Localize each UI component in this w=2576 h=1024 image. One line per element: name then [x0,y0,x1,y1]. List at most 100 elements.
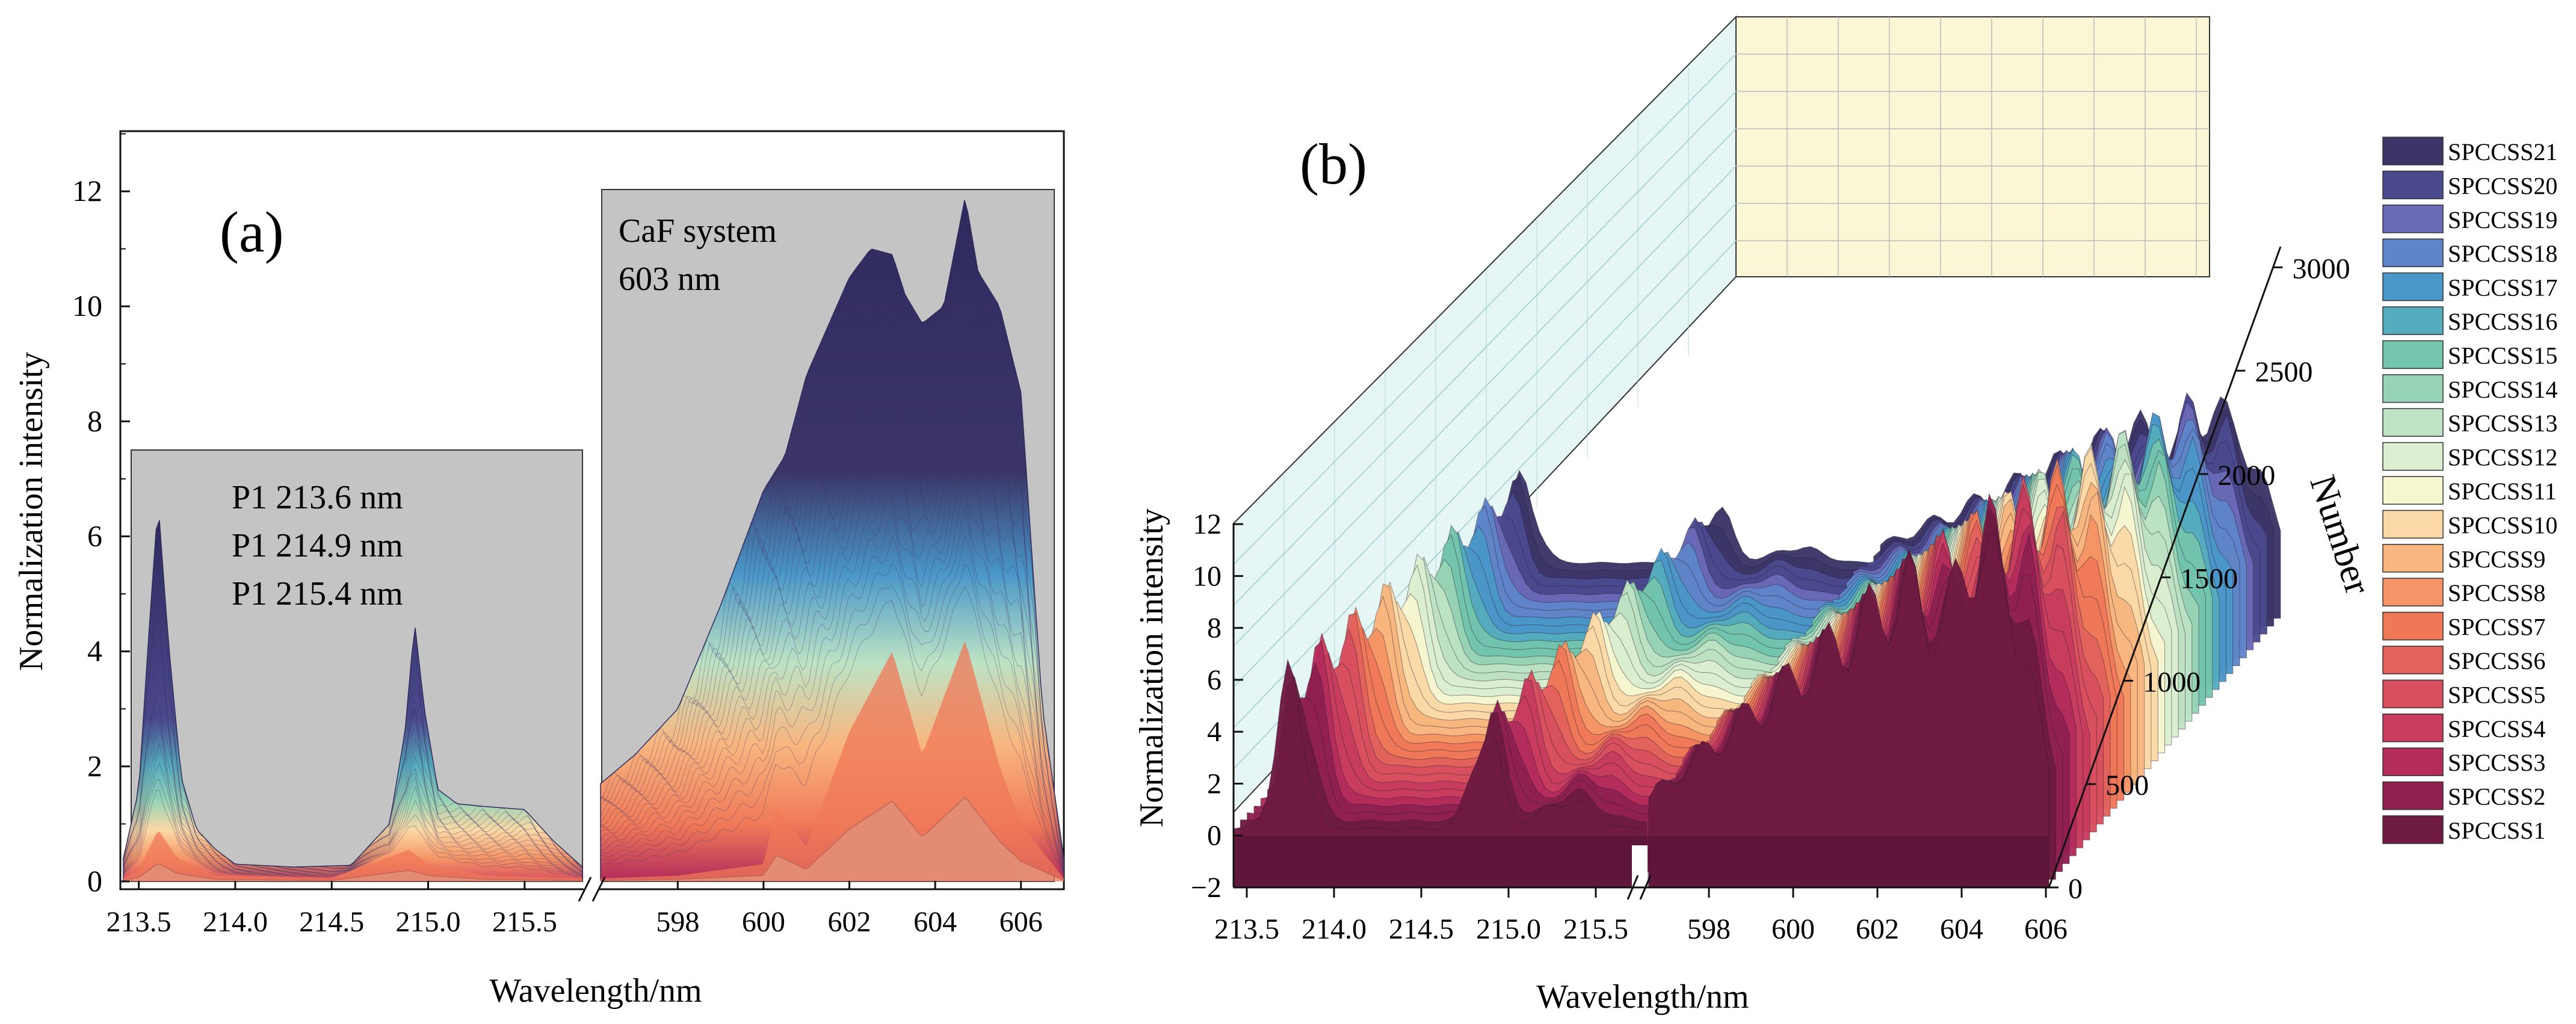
legend-swatch-spccss13 [2382,408,2444,437]
panel-b-axis-break-gap [1632,845,1648,899]
spectrum-trace [600,250,1064,862]
box-left-line-1: P1 213.6 nm [232,479,403,516]
spectrum-trace [123,779,583,877]
spectrum-trace [123,697,583,874]
box-right-line-1: CaF system [619,212,777,250]
spectrum-trace [600,347,1064,865]
box-left-line-2: P1 214.9 nm [232,527,403,564]
y-tick-label: 1500 [2180,563,2238,595]
x-tick-label: 214.5 [1389,913,1454,945]
axis-break-mark [578,877,592,902]
x-tick-label: 606 [2024,913,2068,945]
legend-swatch-spccss4 [2382,714,2444,742]
panel-b-label: (b) [1300,132,1367,196]
spectrum-trace [123,723,583,875]
legend-swatch-spccss8 [2382,578,2444,606]
panel-b-x-axis-title: Wavelength/nm [1536,978,1749,1016]
spectrum-trace [123,700,583,874]
y-tick-label: 2000 [2217,460,2275,492]
spectrum-trace [123,607,583,871]
y-tick-label: 10 [72,289,102,322]
x-tick-label: 214.0 [1302,913,1367,945]
side-grid-line [1233,128,1737,647]
z-tick-label: 4 [1207,716,1222,748]
panel-a-y-axis-title: Normalization intensity [13,352,50,671]
surface-ridge [1648,533,2049,888]
box-right-line-2: 603 nm [619,261,721,298]
y-tick-label: 500 [2105,770,2149,801]
y-tick-label: 0 [87,864,102,898]
x-tick-label: 214.0 [203,906,268,938]
y-tick-label: 8 [87,404,102,437]
z-tick-label: 8 [1207,612,1222,644]
legend: SPCCSS21 SPCCSS20 SPCCSS19 SPCCSS18 SPCCSS17… [2382,137,2557,844]
legend-swatch-spccss11 [2382,476,2444,505]
legend-label-spccss17: SPCCSS17 [2448,274,2557,301]
spectrum-trace [600,219,1064,862]
spectrum-trace [123,614,583,872]
spectrum-trace [123,579,583,870]
spectrum-trace [600,327,1064,863]
x-tick-label: 600 [1771,913,1815,945]
legend-swatch-spccss21 [2382,137,2444,165]
y-tick-label: 4 [87,634,102,668]
spectrum-trace [600,490,1064,873]
panel-a: 213.5 214.0 214.5 215.0 215.5 598 600 602 604 606… [72,130,1065,938]
x-tick-label: 213.5 [1214,913,1279,945]
z-tick-label: −2 [1191,872,1222,904]
y-tick-label: 2500 [2255,356,2312,388]
spectrum-trace [123,709,583,875]
x-tick-label: 602 [828,906,871,938]
legend-label-spccss14: SPCCSS14 [2448,376,2557,403]
legend-label-spccss13: SPCCSS13 [2448,410,2557,437]
legend-swatch-spccss1 [2382,815,2444,844]
y-tick-label: 2 [87,749,102,783]
panel-b-z-axis-title: Normalization intensity [1133,508,1170,827]
axis-break-mark [591,877,606,902]
x-tick-label: 604 [1940,913,1983,945]
panel-b-y-axis-title: Number [2302,470,2379,600]
legend-label-spccss4: SPCCSS4 [2448,715,2545,742]
legend-label-spccss3: SPCCSS3 [2448,749,2545,776]
surface-ridge [1233,658,1640,888]
legend-swatch-spccss10 [2382,510,2444,539]
legend-swatch-spccss16 [2382,306,2444,335]
spectrum-trace [123,659,583,873]
spectrum-trace [600,509,1064,874]
legend-label-spccss19: SPCCSS19 [2448,206,2557,233]
z-tick-label: 0 [1207,820,1222,852]
x-tick-label: 598 [1687,913,1731,945]
x-tick-label: 604 [913,906,957,938]
legend-label-spccss16: SPCCSS16 [2448,308,2557,335]
spectrum-trace [600,352,1064,867]
box-left-line-3: P1 215.4 nm [232,575,403,612]
legend-swatch-spccss14 [2382,374,2444,403]
spectrum-trace [600,378,1064,868]
x-tick-label: 598 [656,906,699,938]
spectrum-trace [600,585,1064,876]
x-tick-label: 600 [742,906,785,938]
legend-swatch-spccss3 [2382,747,2444,776]
z-tick-label: 12 [1193,508,1222,540]
x-tick-label: 213.5 [107,906,171,938]
x-tick-label: 215.5 [1563,913,1628,945]
legend-swatch-spccss19 [2382,205,2444,233]
legend-label-spccss12: SPCCSS12 [2448,444,2557,471]
y-tick-label: 1000 [2143,666,2201,698]
legend-label-spccss20: SPCCSS20 [2448,172,2557,199]
spectrum-trace [123,763,583,876]
y-tick-label: 3000 [2293,253,2350,285]
spectrum-trace [123,789,583,877]
panel-a-label: (a) [220,200,284,264]
legend-label-spccss21: SPCCSS21 [2448,138,2557,165]
x-tick-label: 215.0 [1476,913,1541,945]
spectrum-trace [123,742,583,876]
legend-swatch-spccss9 [2382,544,2444,573]
panel-b-grid [1233,17,2210,770]
legend-label-spccss7: SPCCSS7 [2448,614,2545,641]
legend-label-spccss2: SPCCSS2 [2448,783,2545,810]
side-grid-line [1233,91,1737,606]
spectrum-trace [600,535,1064,874]
legend-swatch-spccss17 [2382,272,2444,301]
